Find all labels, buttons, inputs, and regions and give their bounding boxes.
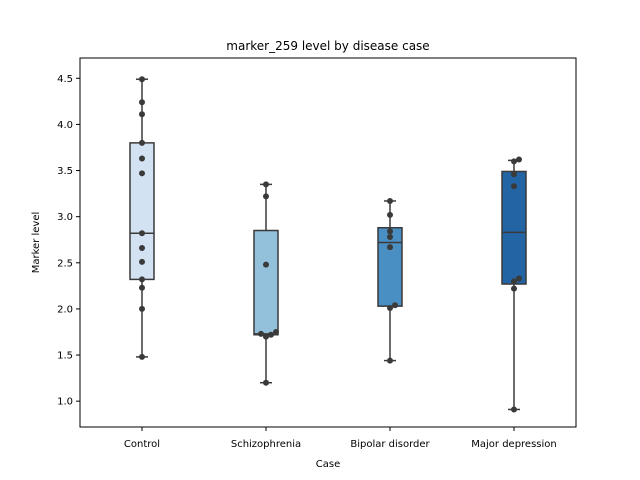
y-axis-title: Marker level (31, 212, 42, 274)
y-tick-label: 4.0 (57, 120, 73, 131)
data-point (263, 181, 269, 188)
box (129, 142, 155, 281)
x-tick-label: Bipolar disorder (350, 439, 430, 450)
box-group-major-depression (501, 159, 527, 411)
data-point (139, 230, 145, 237)
data-point (387, 233, 393, 240)
data-point (516, 156, 522, 163)
data-point (511, 171, 517, 178)
data-point (392, 302, 398, 309)
data-point (511, 183, 517, 190)
chart-title: marker_259 level by disease case (226, 39, 429, 53)
data-point (139, 276, 145, 283)
data-point (273, 328, 279, 335)
data-point (263, 261, 269, 268)
data-point (387, 228, 393, 235)
box (501, 170, 527, 285)
data-point (139, 245, 145, 252)
y-tick-label: 2.5 (57, 258, 73, 269)
data-point (387, 211, 393, 218)
box-group-schizophrenia (253, 183, 279, 384)
y-tick-label: 4.5 (57, 74, 73, 85)
data-point (139, 76, 145, 83)
x-tick-label: Control (124, 439, 160, 450)
data-point (387, 357, 393, 364)
data-point (268, 331, 274, 338)
x-axis: Control Schizophrenia Bipolar disorder Majo… (124, 427, 557, 450)
data-point (263, 379, 269, 386)
data-point (139, 353, 145, 360)
y-tick-label: 2.0 (57, 304, 73, 315)
y-tick-label: 1.0 (57, 397, 73, 408)
data-point (387, 197, 393, 204)
data-point (511, 285, 517, 292)
box-group-bipolar-disorder (377, 200, 403, 362)
data-point (263, 333, 269, 340)
data-point (139, 111, 145, 118)
data-point (258, 330, 264, 337)
plot-frame (79, 57, 577, 428)
data-point (511, 158, 517, 165)
data-point (511, 278, 517, 285)
plot-area (129, 76, 527, 413)
box-group-control (129, 78, 155, 358)
data-point (387, 244, 393, 251)
data-point (516, 275, 522, 282)
x-tick-label: Schizophrenia (231, 439, 301, 450)
data-point (387, 304, 393, 311)
data-point (139, 170, 145, 177)
data-point (263, 193, 269, 200)
data-point (139, 284, 145, 291)
data-point (139, 155, 145, 162)
data-point (139, 139, 145, 146)
y-tick-label: 3.0 (57, 212, 73, 223)
y-tick-label: 1.5 (57, 351, 73, 362)
box (253, 229, 279, 336)
data-point (139, 258, 145, 265)
y-tick-label: 3.5 (57, 166, 73, 177)
box (377, 226, 403, 307)
data-point (511, 406, 517, 413)
x-tick-label: Major depression (471, 439, 557, 450)
x-axis-title: Case (316, 459, 340, 470)
data-point (139, 99, 145, 106)
data-point (139, 305, 145, 312)
y-axis: 1.0 1.5 2.0 2.5 3.0 3.5 4.0 4.5 (57, 74, 80, 408)
